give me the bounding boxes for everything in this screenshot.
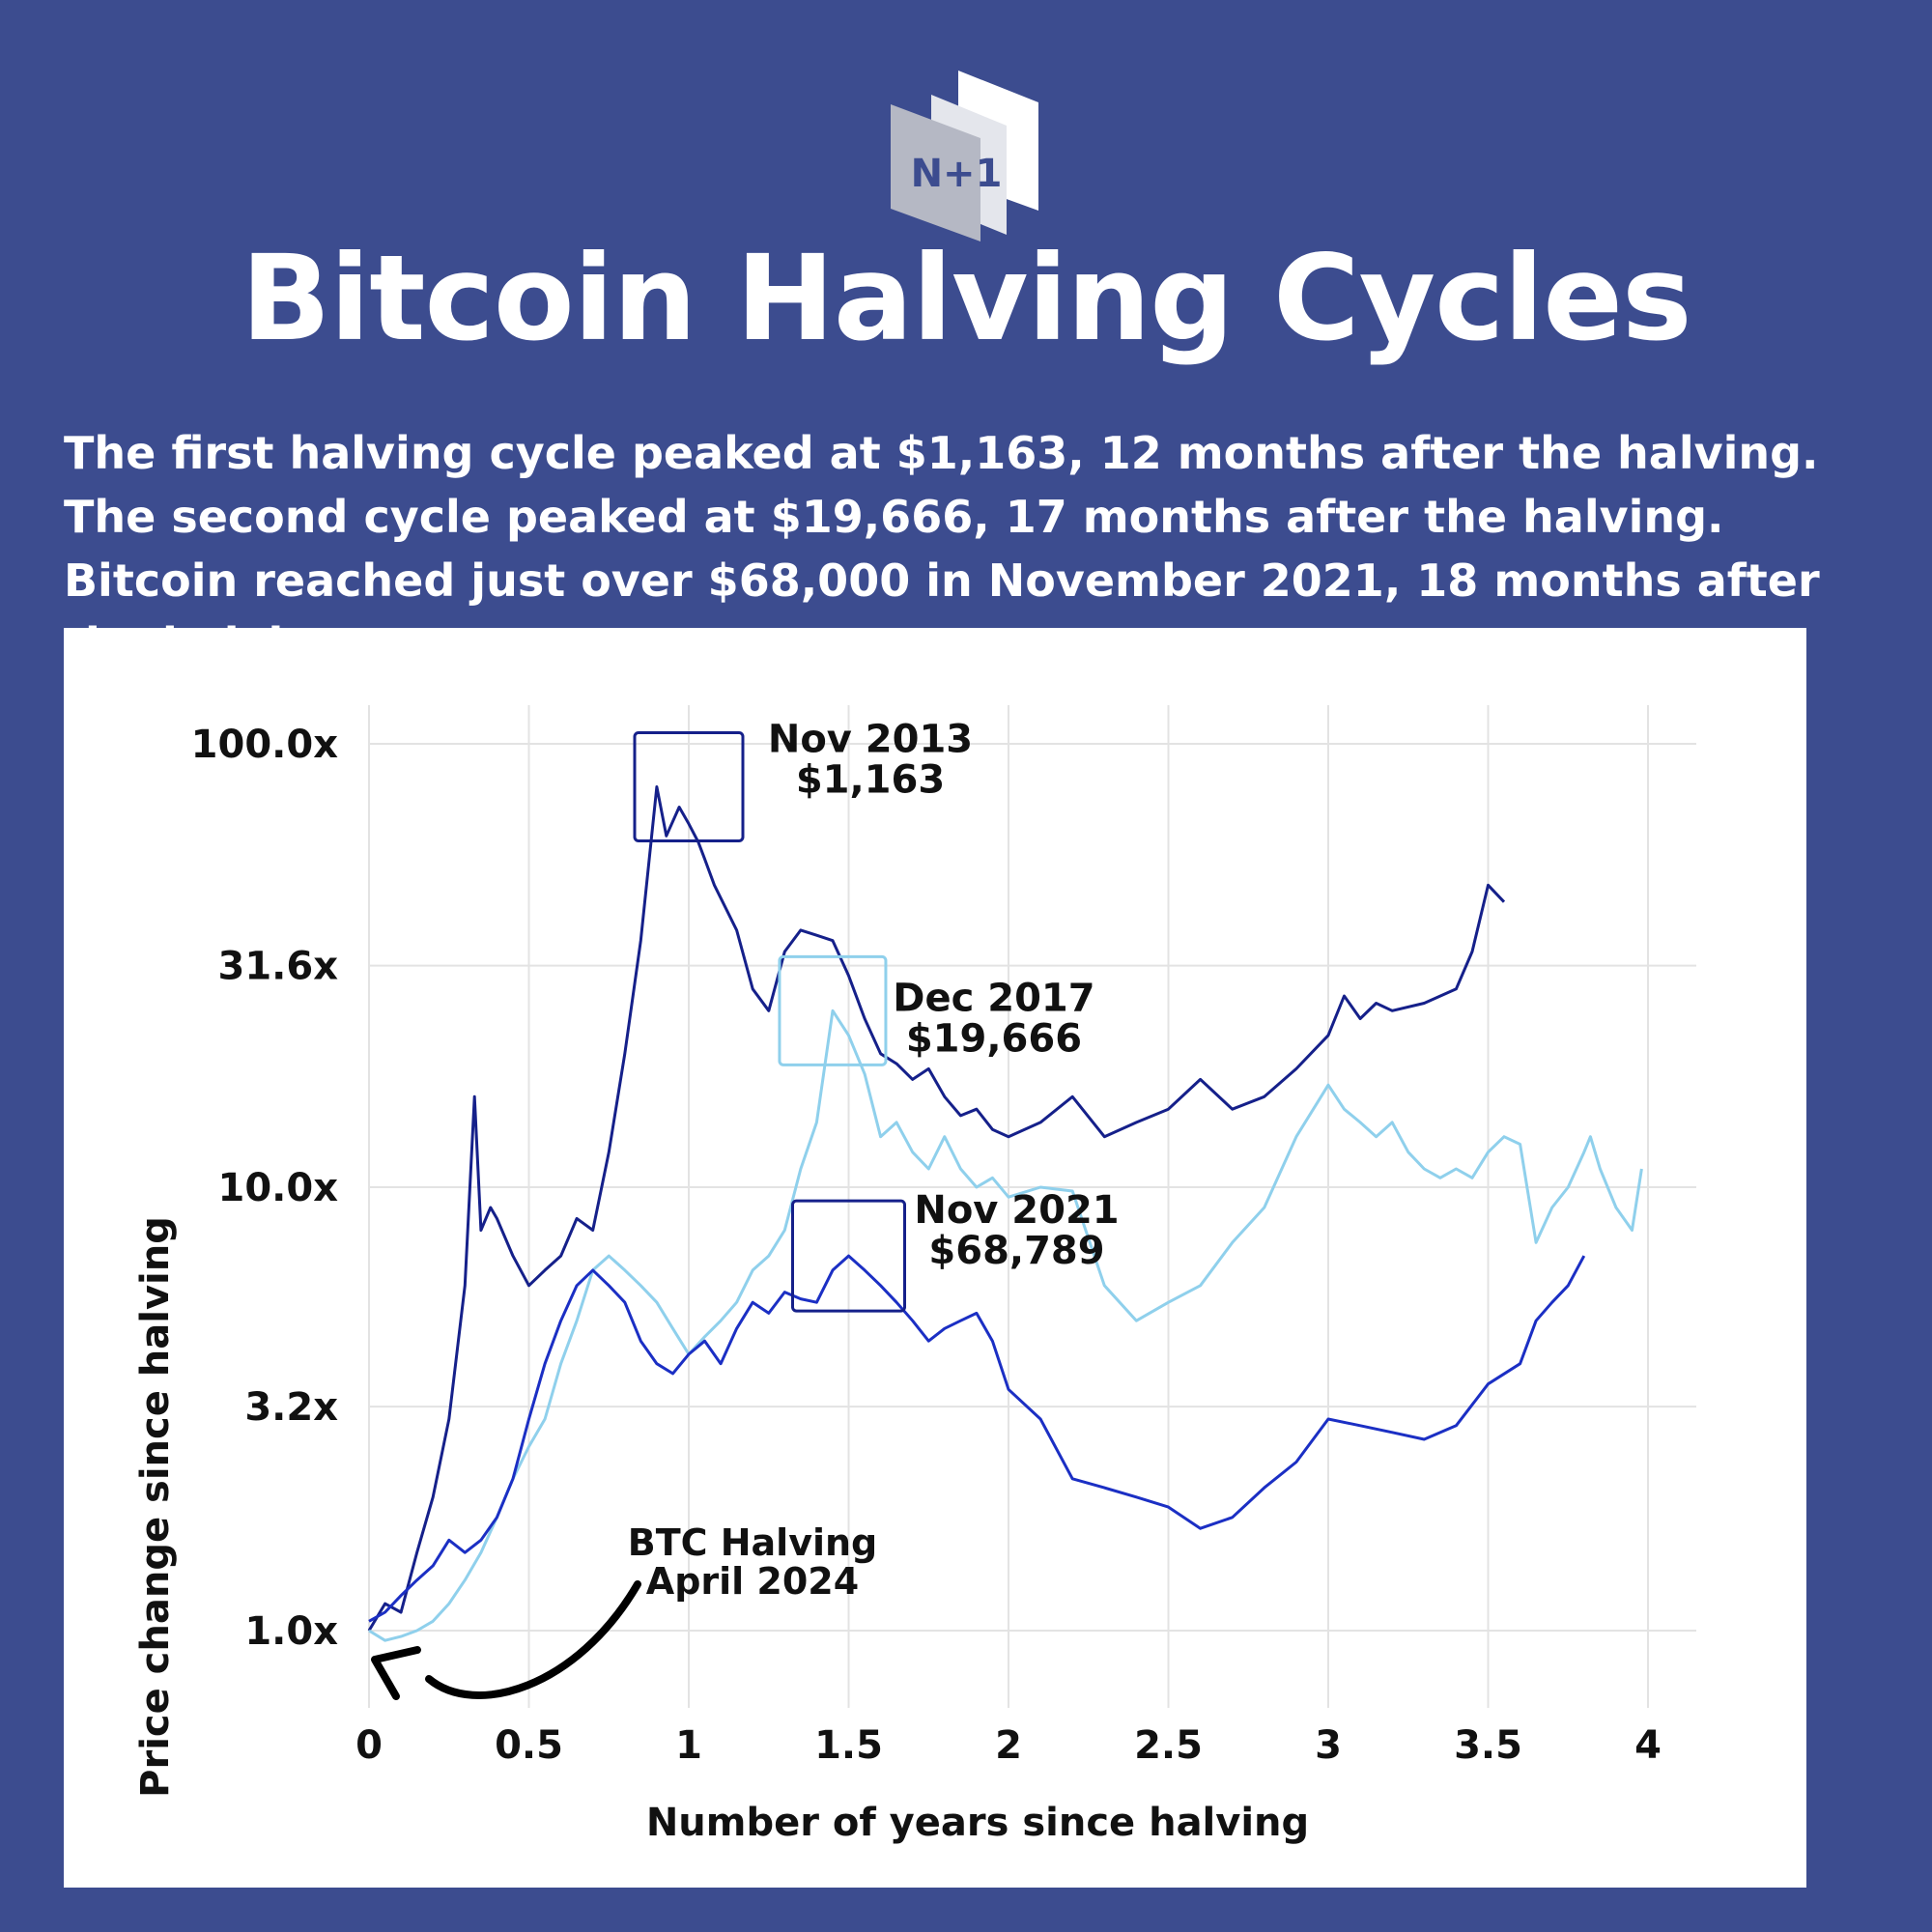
highlight-box bbox=[778, 954, 888, 1066]
halving-label: BTC Halving bbox=[628, 1521, 878, 1564]
x-tick-label: 3.5 bbox=[1454, 1723, 1522, 1768]
series-line-1 bbox=[367, 785, 1506, 1632]
page-title: Bitcoin Halving Cycles bbox=[241, 230, 1691, 367]
halving-arrowhead bbox=[371, 1646, 421, 1700]
x-axis: 0 0.5 1 1.5 2 2.5 3 3.5 4 bbox=[355, 1723, 1662, 1768]
x-tick-label: 4 bbox=[1634, 1723, 1662, 1768]
intro-paragraph: The first halving cycle peaked at $1,163… bbox=[64, 427, 1820, 670]
grid bbox=[368, 705, 1696, 1708]
y-axis-label: Price change since halving bbox=[133, 1216, 178, 1798]
x-tick-label: 0 bbox=[355, 1723, 383, 1768]
highlight-box bbox=[633, 730, 745, 842]
y-tick-label: 10.0x bbox=[218, 1166, 339, 1210]
x-tick-label: 2 bbox=[995, 1723, 1022, 1768]
annotation-label: $19,666 bbox=[906, 1016, 1082, 1061]
chart: 1.0x 3.2x 10.0x 31.6x 100.0x 0 0.5 1 1.5 2 2.5 3 3.… bbox=[133, 705, 1696, 1845]
annotation-label: $68,789 bbox=[928, 1229, 1104, 1273]
halving-label: April 2024 bbox=[646, 1560, 859, 1603]
halving-arrow bbox=[425, 1580, 641, 1699]
x-tick-label: 1.5 bbox=[814, 1723, 883, 1768]
series-group bbox=[367, 785, 1643, 1642]
chart-panel: 1.0x 3.2x 10.0x 31.6x 100.0x 0 0.5 1 1.5 2 2.5 3 3.… bbox=[64, 628, 1806, 1888]
annotation-label: Nov 2021 bbox=[914, 1188, 1119, 1233]
highlight-box bbox=[791, 1199, 906, 1313]
series-line-2 bbox=[368, 1009, 1643, 1642]
y-axis: 1.0x 3.2x 10.0x 31.6x 100.0x bbox=[191, 723, 339, 1654]
x-tick-label: 1 bbox=[675, 1723, 702, 1768]
annotations: Nov 2013$1,163 Dec 2017$19,666 Nov 2021$68… bbox=[371, 717, 1120, 1700]
x-tick-label: 3 bbox=[1315, 1723, 1342, 1768]
x-tick-label: 0.5 bbox=[495, 1723, 563, 1768]
series-line-3 bbox=[368, 1254, 1586, 1623]
y-tick-label: 31.6x bbox=[218, 945, 339, 989]
y-tick-label: 3.2x bbox=[244, 1385, 338, 1430]
logo-text: N+1 bbox=[911, 152, 1003, 196]
x-axis-label: Number of years since halving bbox=[646, 1801, 1309, 1845]
annotation-label: Nov 2013 bbox=[768, 717, 973, 761]
annotation-label: $1,163 bbox=[796, 757, 945, 802]
brand-logo: N+1 bbox=[891, 71, 1038, 242]
highlight-boxes bbox=[633, 730, 906, 1313]
x-tick-label: 2.5 bbox=[1134, 1723, 1203, 1768]
y-tick-label: 1.0x bbox=[244, 1609, 338, 1654]
annotation-label: Dec 2017 bbox=[893, 976, 1094, 1020]
y-tick-label: 100.0x bbox=[191, 723, 339, 767]
